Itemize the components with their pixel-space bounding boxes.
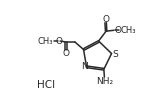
Text: HCl: HCl [37,80,55,90]
Text: CH₃: CH₃ [37,37,53,46]
Text: O: O [102,15,109,24]
Text: N: N [81,62,88,71]
Text: O: O [63,49,70,58]
Text: CH₃: CH₃ [120,26,135,35]
Text: O: O [55,37,62,46]
Text: O: O [115,26,122,35]
Text: NH₂: NH₂ [96,77,113,86]
Text: S: S [112,50,118,59]
